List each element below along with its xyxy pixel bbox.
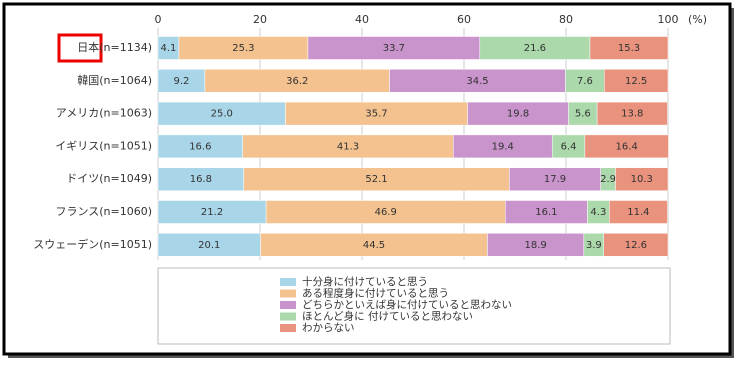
value-label: 17.9 bbox=[544, 174, 566, 185]
value-label: 19.8 bbox=[507, 109, 529, 120]
value-label: 25.3 bbox=[232, 43, 254, 54]
y-tick-label: 日本(n=1134) bbox=[77, 40, 152, 54]
value-label: 16.1 bbox=[535, 207, 557, 218]
value-label: 13.8 bbox=[621, 109, 643, 120]
value-label: 41.3 bbox=[337, 141, 359, 152]
value-label: 46.9 bbox=[375, 207, 397, 218]
value-label: 12.6 bbox=[625, 240, 647, 251]
value-label: 16.4 bbox=[616, 141, 638, 152]
legend-swatch bbox=[280, 301, 296, 309]
legend-swatch bbox=[280, 289, 296, 298]
value-label: 15.3 bbox=[618, 43, 640, 54]
value-label: 16.6 bbox=[189, 141, 211, 152]
legend-swatch bbox=[280, 312, 296, 321]
value-label: 12.5 bbox=[625, 76, 647, 87]
legend-label: ある程度身に付けていると思う bbox=[302, 287, 449, 300]
bar-segment bbox=[603, 233, 669, 257]
y-tick-label: アメリカ(n=1063) bbox=[56, 107, 152, 120]
x-tick-label: 20 bbox=[253, 13, 267, 26]
legend-label: ほとんど身に 付けていると思わない bbox=[302, 310, 473, 323]
bar-segment bbox=[596, 101, 668, 126]
bar-segment bbox=[589, 36, 669, 60]
value-label: 16.8 bbox=[190, 174, 212, 185]
value-label: 4.1 bbox=[161, 43, 177, 54]
value-label: 20.1 bbox=[198, 240, 220, 251]
bar-segment bbox=[615, 167, 669, 191]
y-tick-label: スウェーデン(n=1051) bbox=[33, 237, 152, 251]
value-label: 2.9 bbox=[600, 174, 616, 185]
value-label: 7.6 bbox=[577, 76, 593, 87]
legend-label: 十分身に付けていると思う bbox=[302, 275, 428, 288]
value-label: 3.9 bbox=[586, 240, 602, 251]
value-label: 4.3 bbox=[590, 207, 606, 218]
value-label: 34.5 bbox=[466, 76, 488, 87]
value-label: 52.1 bbox=[365, 174, 387, 185]
x-tick-label: 40 bbox=[355, 13, 369, 26]
value-label: 5.6 bbox=[575, 109, 591, 120]
y-tick-label: フランス(n=1060) bbox=[55, 205, 152, 218]
value-label: 21.6 bbox=[524, 43, 546, 54]
value-label: 33.7 bbox=[383, 43, 405, 54]
bar-segment bbox=[609, 200, 668, 224]
y-tick-label: ドイツ(n=1049) bbox=[66, 172, 152, 185]
value-label: 10.3 bbox=[631, 174, 653, 185]
value-label: 11.4 bbox=[627, 207, 649, 218]
legend-swatch bbox=[280, 324, 296, 332]
bar-segment bbox=[584, 134, 669, 159]
value-label: 6.4 bbox=[561, 141, 577, 152]
x-tick-label: 80 bbox=[559, 13, 573, 26]
value-label: 19.4 bbox=[492, 141, 514, 152]
legend-label: どちらかといえば身に付けていると思わない bbox=[302, 298, 512, 311]
x-unit: (%) bbox=[688, 13, 707, 26]
value-label: 9.2 bbox=[174, 76, 190, 87]
value-label: 18.9 bbox=[525, 240, 547, 251]
bar-segment bbox=[604, 69, 669, 93]
y-tick-label: 韓国(n=1064) bbox=[77, 74, 152, 87]
legend-box bbox=[157, 267, 671, 345]
x-tick-label: 60 bbox=[457, 13, 471, 26]
x-tick-label: 100 bbox=[658, 13, 679, 26]
value-label: 44.5 bbox=[363, 240, 385, 251]
y-tick-label: イギリス(n=1051) bbox=[55, 139, 152, 152]
x-tick-label: 0 bbox=[155, 13, 162, 26]
value-label: 36.2 bbox=[286, 76, 308, 87]
highlight-box bbox=[57, 33, 103, 63]
value-label: 21.2 bbox=[201, 207, 223, 218]
value-label: 25.0 bbox=[211, 109, 233, 120]
value-label: 35.7 bbox=[365, 109, 387, 120]
legend-label: わからない bbox=[302, 322, 355, 334]
legend-swatch bbox=[280, 278, 296, 286]
